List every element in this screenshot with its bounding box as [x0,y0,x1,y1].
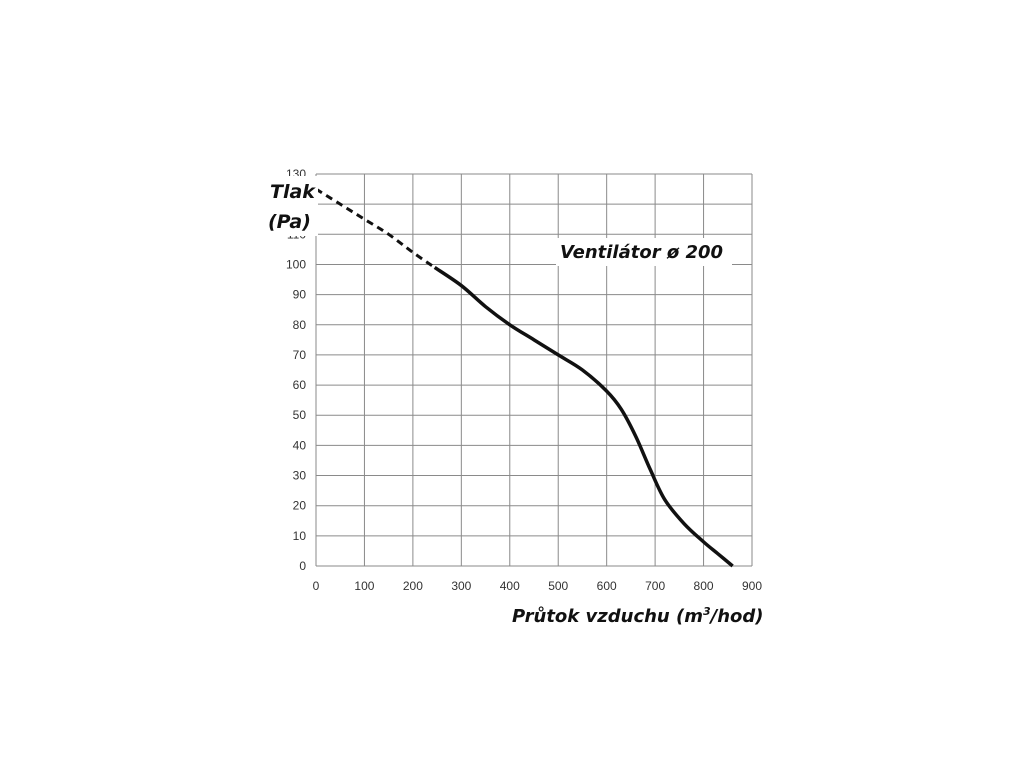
x-tick-labels: 0 100 200 300 400 500 600 700 800 900 [313,579,763,593]
y-tick-label: 0 [299,559,306,573]
y-tick-label: 20 [293,499,307,513]
y-tick-label: 80 [293,318,307,332]
x-axis-label-main: Průtok vzduchu (m [512,606,703,627]
y-axis-label-line2: (Pa) [268,211,311,233]
y-tick-label: 10 [293,529,307,543]
x-tick-label: 300 [451,579,471,593]
x-tick-label: 700 [645,579,665,593]
ylabel-backdrop [266,176,318,236]
x-tick-label: 500 [548,579,568,593]
performance-curve-line [433,266,734,568]
x-axis-label-superscript: 3 [703,605,711,618]
grid [315,173,753,567]
x-tick-label: 600 [597,579,617,593]
y-tick-label: 40 [293,438,307,452]
x-axis-label: Průtok vzduchu (m3/hod) [512,605,764,627]
y-tick-label: 100 [286,257,306,271]
chart-title: Ventilátor ø 200 [560,242,723,263]
x-tick-label: 400 [500,579,520,593]
y-tick-label: 60 [293,378,307,392]
title-backdrop [556,238,732,266]
x-tick-label: 0 [313,579,320,593]
y-tick-label: 50 [293,408,307,422]
series [315,187,734,568]
x-tick-label: 800 [694,579,714,593]
y-tick-labels: 0102030405060708090100110120130 [286,167,306,573]
x-tick-label: 900 [742,579,762,593]
extrapolated-curve-line [315,187,436,269]
y-tick-label: 90 [293,288,307,302]
x-tick-label: 200 [403,579,423,593]
x-axis-label-end: /hod) [709,606,764,627]
y-tick-label: 70 [293,348,307,362]
y-axis-label-line1: Tlak [270,181,316,203]
y-tick-label: 30 [293,469,307,483]
x-tick-label: 100 [354,579,374,593]
